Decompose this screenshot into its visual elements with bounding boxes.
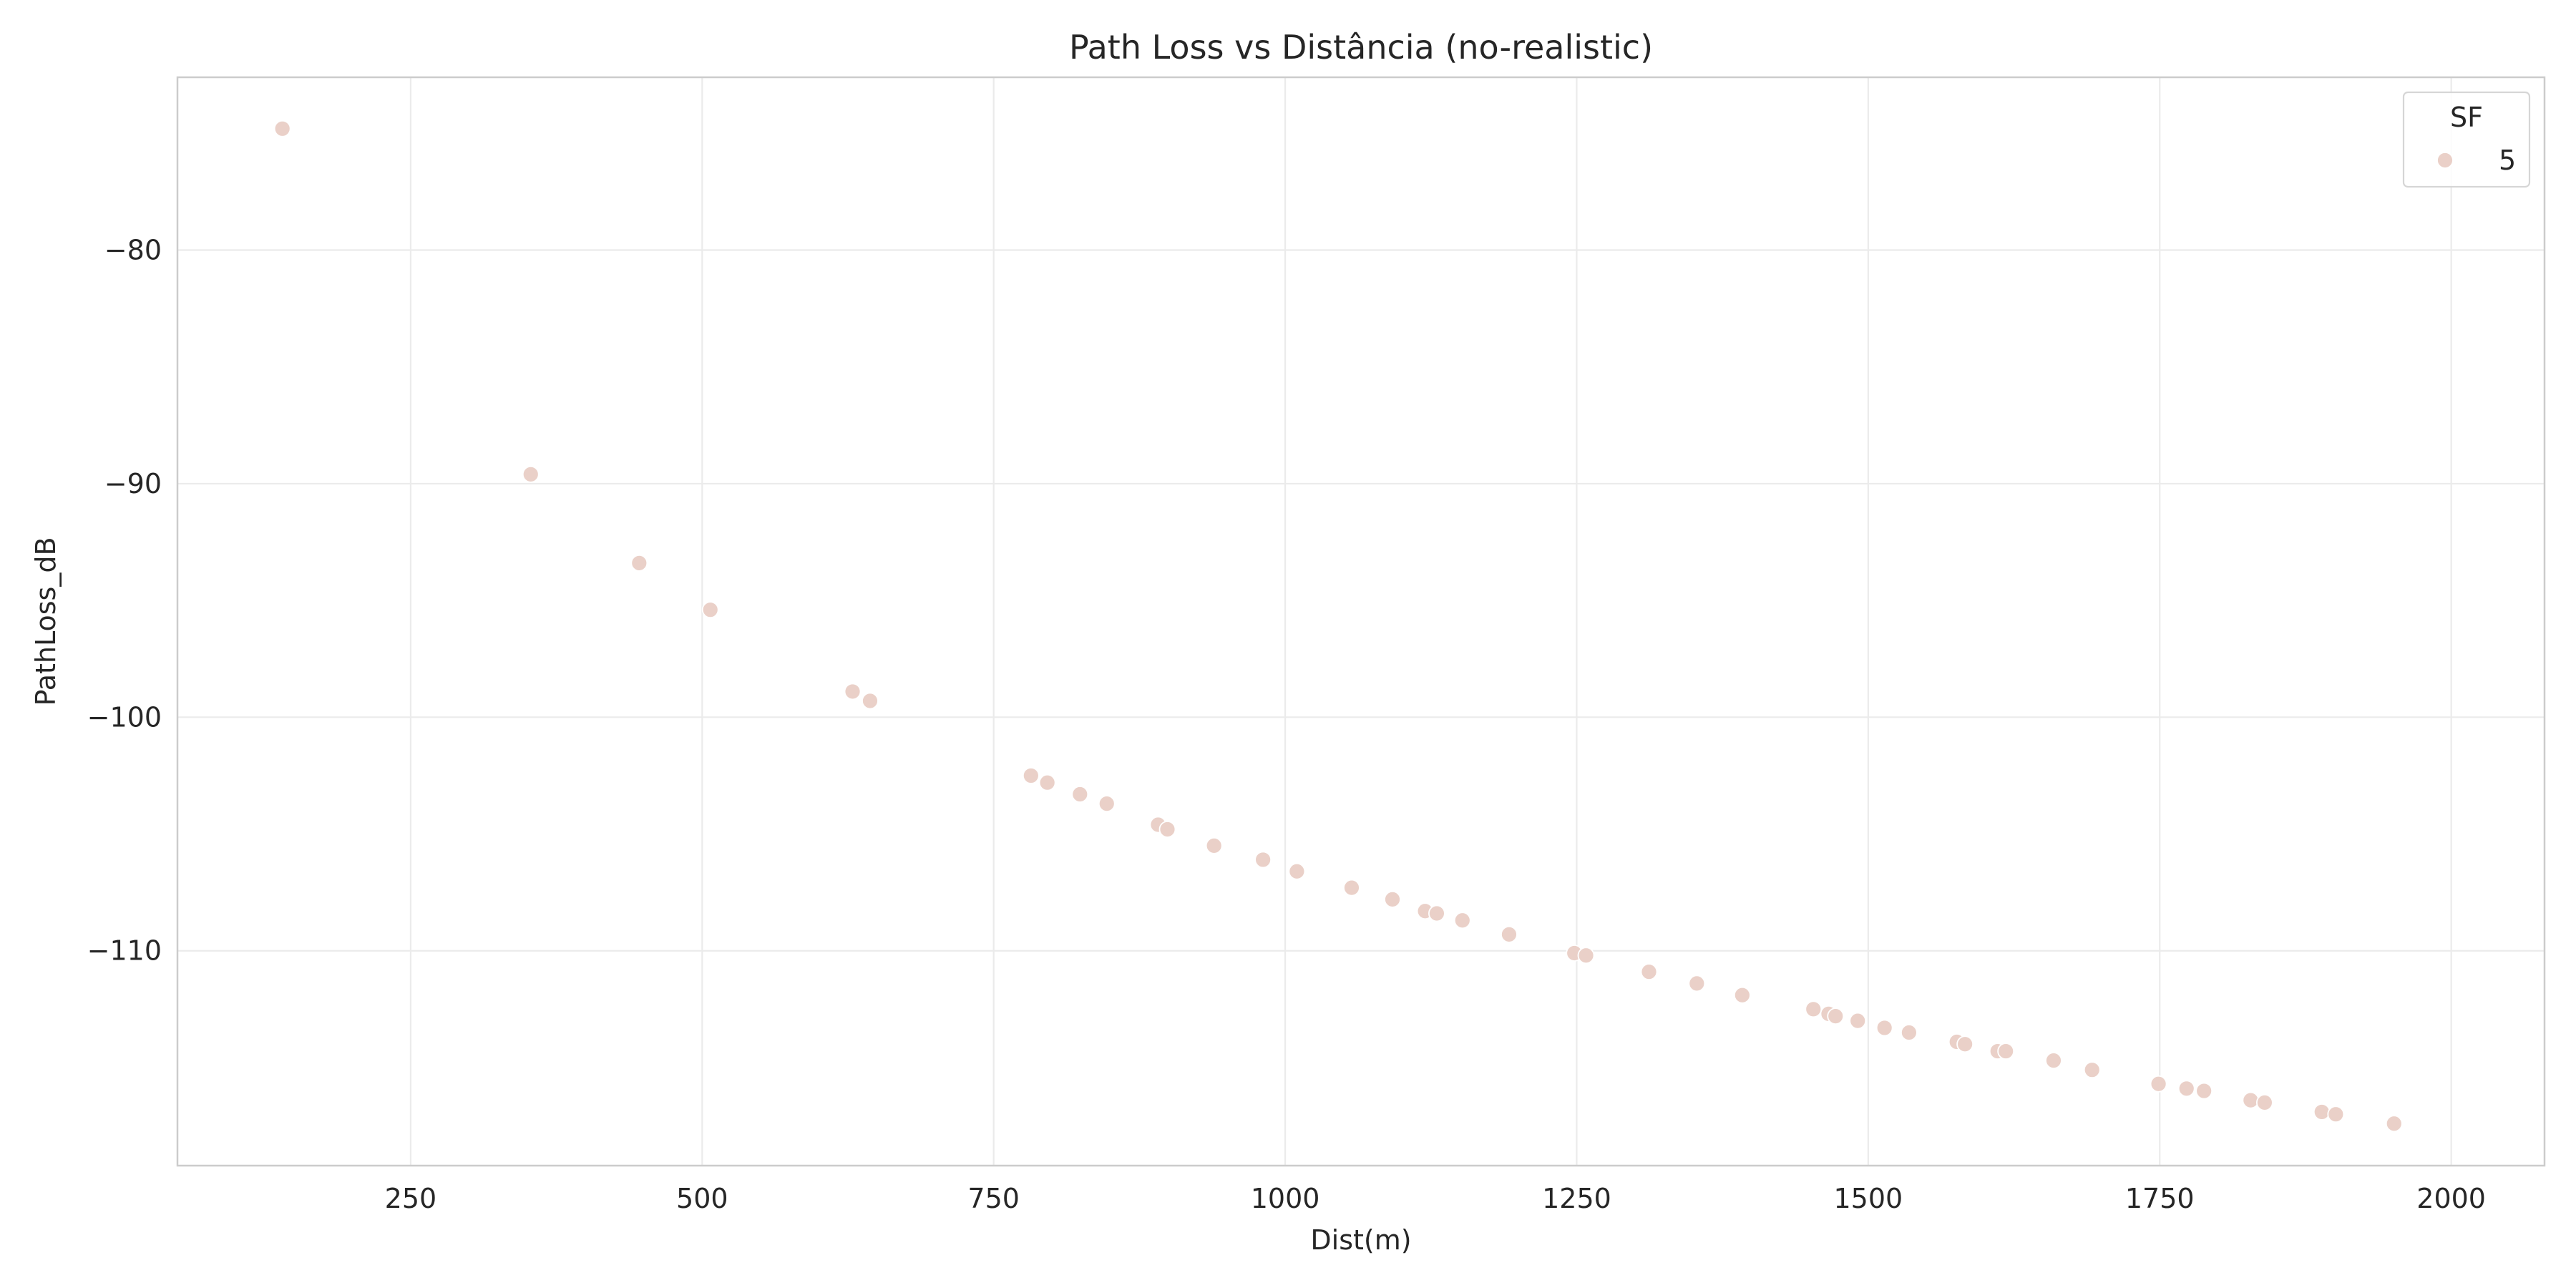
data-point <box>1288 862 1306 880</box>
y-tick-label: −110 <box>87 935 162 967</box>
data-point <box>2256 1093 2273 1111</box>
data-point <box>1501 925 1518 943</box>
data-point <box>1158 821 1176 838</box>
data-point <box>522 465 540 483</box>
x-tick-label: 1500 <box>1833 1183 1903 1214</box>
data-point <box>2242 1091 2260 1109</box>
data-point <box>1022 767 1040 784</box>
x-tick-label: 1000 <box>1251 1183 1320 1214</box>
y-tick-label: −80 <box>104 235 162 266</box>
x-axis-title: Dist(m) <box>1310 1224 1411 1256</box>
data-point <box>701 601 719 619</box>
x-tick-label: 2000 <box>2416 1183 2486 1214</box>
data-point <box>1453 912 1471 930</box>
legend-entry-label: 5 <box>2499 145 2516 176</box>
data-point <box>1428 904 1445 922</box>
data-point <box>1956 1035 1974 1053</box>
x-tick-label: 250 <box>385 1183 437 1214</box>
data-point <box>1640 963 1658 980</box>
legend-marker <box>2436 152 2454 169</box>
data-point <box>1254 851 1272 869</box>
data-point <box>2177 1080 2195 1098</box>
x-tick-label: 1750 <box>2125 1183 2195 1214</box>
data-point <box>2150 1075 2167 1093</box>
data-point <box>862 692 879 710</box>
data-point <box>1849 1012 1867 1030</box>
data-point <box>844 683 862 701</box>
data-point <box>1384 891 1401 908</box>
data-point <box>1098 795 1116 812</box>
data-point <box>1805 1000 1823 1018</box>
chart-title: Path Loss vs Distância (no-realistic) <box>1069 28 1653 67</box>
data-point <box>2083 1061 2101 1079</box>
data-point <box>1875 1019 1893 1037</box>
data-point <box>2045 1052 2062 1070</box>
data-point <box>273 119 291 137</box>
plot-frame <box>176 76 2546 1167</box>
y-tick-label: −90 <box>104 468 162 499</box>
legend-box <box>2402 91 2531 188</box>
x-tick-labels: 250 500 750 1000 1250 1500 1750 2000 <box>385 1183 2486 1214</box>
data-point <box>1071 786 1089 803</box>
data-point <box>1205 836 1223 854</box>
y-tick-label: −100 <box>87 701 162 733</box>
grid-lines <box>177 77 2545 1166</box>
data-point <box>1827 1008 1845 1025</box>
x-tick-label: 500 <box>676 1183 728 1214</box>
y-axis-title: PathLoss_dB <box>30 537 62 706</box>
data-point <box>1900 1024 1918 1041</box>
data-point <box>630 555 648 572</box>
data-points <box>273 119 2403 1133</box>
data-point <box>1733 986 1751 1004</box>
data-point <box>1343 879 1360 897</box>
data-point <box>2313 1103 2331 1121</box>
y-tick-labels: −80 −90 −100 −110 <box>87 235 162 967</box>
data-point <box>1688 975 1706 992</box>
data-point <box>2327 1106 2345 1123</box>
x-tick-label: 750 <box>967 1183 1020 1214</box>
x-tick-label: 1250 <box>1542 1183 1611 1214</box>
legend-title: SF <box>2450 102 2483 133</box>
data-point <box>2195 1082 2213 1100</box>
data-point <box>1577 947 1595 965</box>
data-point <box>2385 1115 2403 1133</box>
data-point <box>1997 1043 2015 1060</box>
legend: SF 5 <box>2402 91 2531 188</box>
data-point <box>1038 774 1056 791</box>
